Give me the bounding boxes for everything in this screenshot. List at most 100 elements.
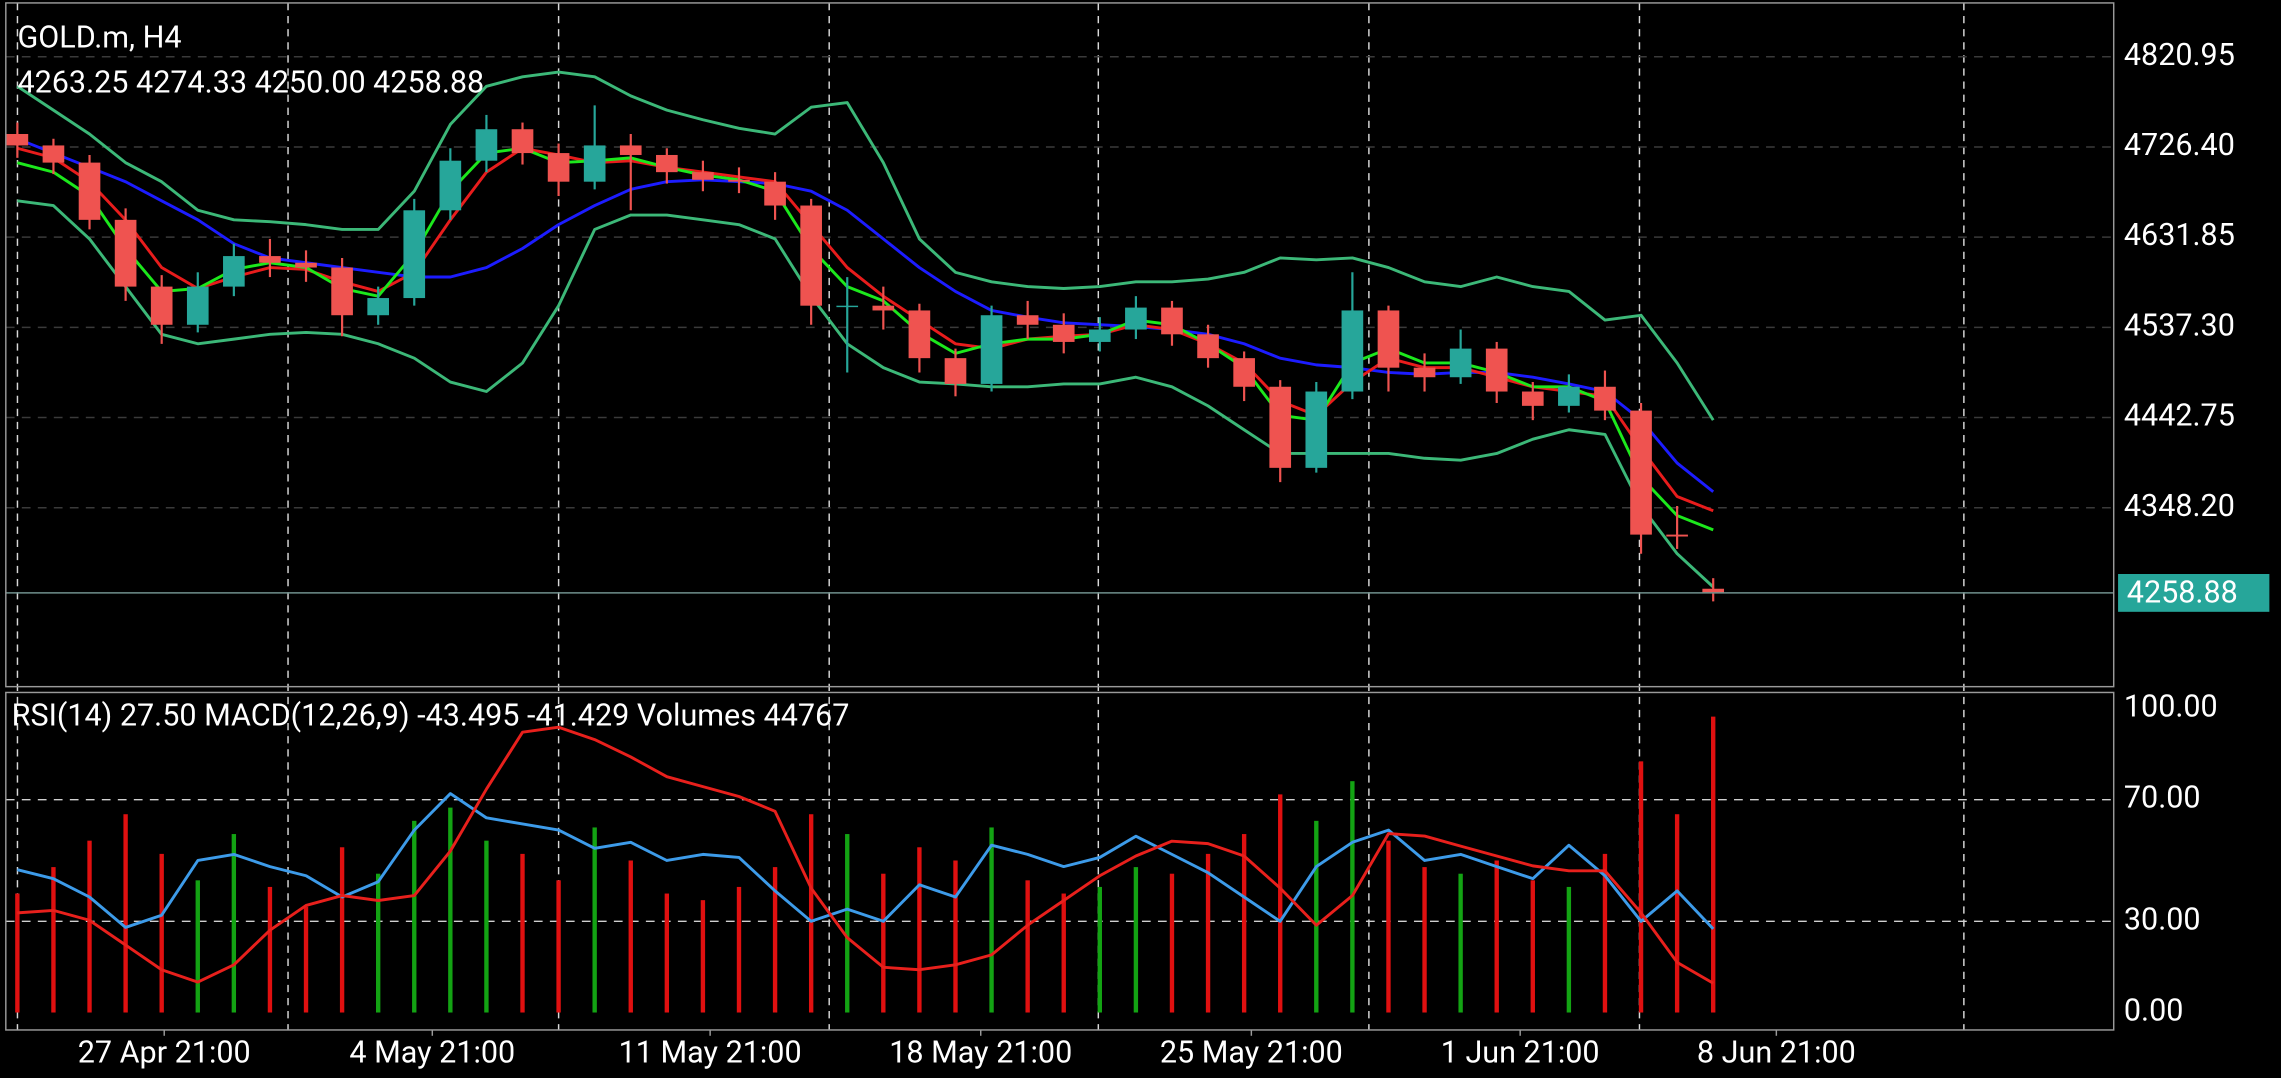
symbol-title: GOLD.m, H4 [17,20,181,55]
volume-bar [412,820,417,1013]
candle-body [1341,310,1364,392]
volume-bar [1314,820,1319,1013]
candle-body [1558,386,1580,406]
y-tick-label: 4537.30 [2124,308,2235,343]
candle-body [114,219,137,287]
x-tick-label: 1 Jun 21:00 [1441,1036,1600,1071]
candle-body [223,256,245,287]
candle-body [475,129,498,161]
volume-bar [123,814,128,1013]
candle-body [403,210,426,299]
volume-bar [1241,834,1247,1013]
volume-bar [231,834,237,1013]
candle-body [1666,534,1688,537]
volume-bar [267,886,273,1013]
volume-bar [664,893,670,1013]
y-tick-label: 0.00 [2124,994,2184,1029]
volume-bar [700,900,706,1013]
indicator-line [16,70,1715,421]
candle-body [619,145,642,155]
volume-bar [1711,716,1716,1013]
candle-body [150,286,173,325]
x-tick-label: 27 Apr 21:00 [78,1036,251,1071]
volume-bar [339,847,345,1013]
y-tick-label: 4726.40 [2124,128,2235,163]
volume-bar [1097,886,1102,1013]
candle-body [1702,588,1725,593]
x-tick-label: 18 May 21:00 [889,1036,1072,1071]
x-tick-label: 4 May 21:00 [349,1036,515,1071]
candle-body [439,160,462,211]
y-tick-label: 30.00 [2124,902,2201,937]
candle-body [42,145,65,163]
candle-body [78,162,101,220]
volume-bar [1602,853,1608,1013]
candle-body [331,267,353,316]
volume-bar [303,906,309,1013]
candle-body [764,181,786,206]
volume-bar [1278,794,1283,1013]
candle-body [1269,386,1292,468]
volume-bar [1494,860,1499,1013]
candle-body [656,154,678,173]
candle-body [692,172,714,180]
candle-body [980,315,1003,384]
candle-body [1377,310,1400,368]
candle-body [583,145,606,182]
volume-bar [87,840,92,1013]
volume-bar [772,867,778,1013]
volume-bar [808,814,814,1013]
candle-body [547,153,570,182]
volume-bar [1458,873,1463,1013]
candle-body [872,305,895,311]
candle-body [836,305,859,308]
candle-body [728,179,750,182]
candle-body [1125,307,1147,330]
candle-body [944,358,967,384]
volume-bar [1566,886,1572,1013]
candle-body [1413,367,1436,378]
x-tick-label: 11 May 21:00 [619,1036,802,1071]
y-tick-label: 4820.95 [2124,38,2235,73]
candle-body [367,298,390,316]
main-panel-frame [5,2,2115,688]
volume-bar [520,853,525,1013]
indicator-line [17,725,1714,985]
candle-body [295,262,317,268]
y-tick-label: 70.00 [2124,781,2201,816]
candle-body [1630,410,1652,535]
volume-bar [195,880,200,1013]
candle-body [908,310,931,359]
volume-bar [51,867,56,1013]
candle-body [6,133,29,146]
volume-bar [1386,840,1391,1013]
candle-body [1161,307,1183,335]
y-tick-label: 4631.85 [2124,218,2235,253]
volume-bar [917,847,922,1013]
candle-body [1449,348,1472,378]
candle-body [1052,324,1075,342]
plot-layer: 4820.95 4726.40 4631.85 4537.30 4442.75 4348.… [5,38,2270,1071]
volume-bar [1422,867,1427,1013]
volume-bar [1133,867,1139,1013]
volume-bar [845,834,850,1013]
y-tick-label: 4442.75 [2124,399,2235,434]
candle-body [1485,348,1508,392]
y-tick-label: 4348.20 [2124,489,2235,524]
x-tick-label: 25 May 21:00 [1160,1036,1343,1071]
sub-panel-frame [5,691,2115,1031]
volume-bar [628,860,633,1013]
candle-body [259,256,281,263]
candle-body [800,205,822,306]
volume-bar [989,827,994,1013]
candle-body [1594,386,1616,411]
indicator-line [17,199,1715,589]
volume-bar [159,853,164,1013]
volume-bar [1638,761,1644,1013]
volume-bar [881,873,886,1013]
volume-bar [556,880,561,1013]
ohlc-header: 4263.25 4274.33 4250.00 4258.88 [17,65,484,100]
volume-bar [1025,880,1030,1013]
